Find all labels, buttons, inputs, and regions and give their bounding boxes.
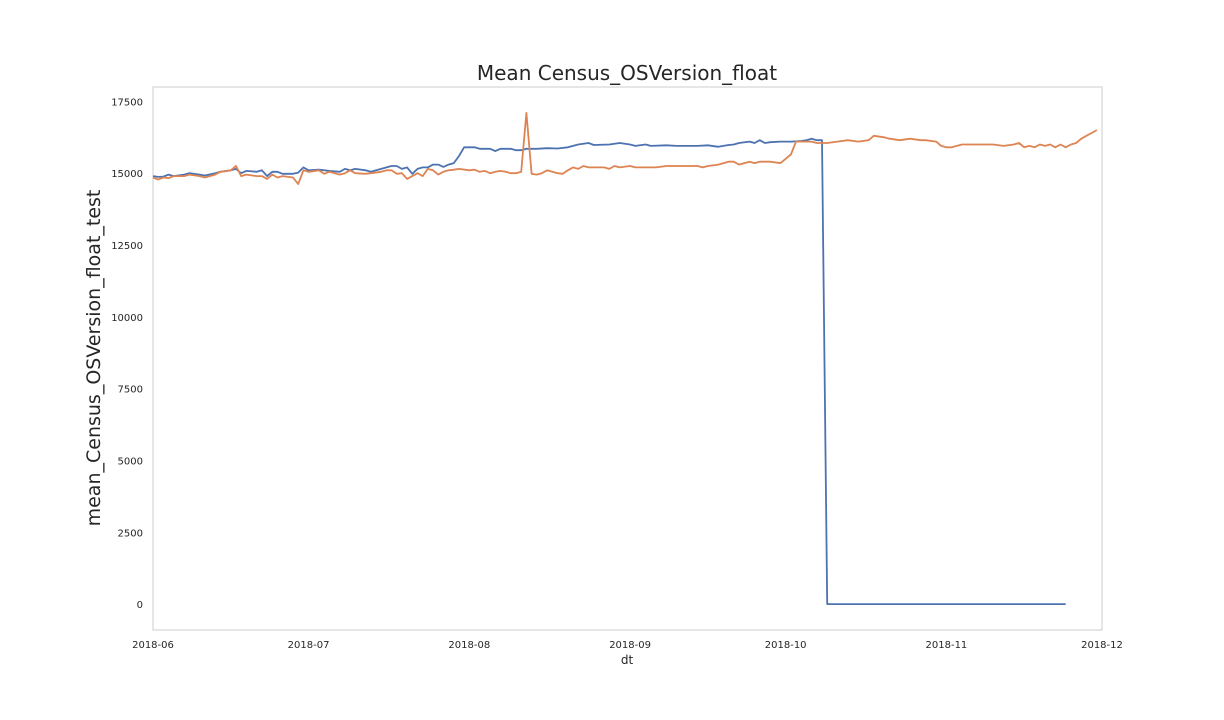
y-tick-label: 10000 (111, 313, 143, 324)
x-tick-label: 2018-06 (132, 640, 174, 651)
series-line-2 (152, 112, 1098, 186)
y-tick-label: 15000 (111, 169, 143, 180)
x-axis: 2018-06 2018-07 2018-08 2018-09 2018-10 2018-… (132, 640, 1123, 651)
series-line-1 (152, 137, 1066, 605)
y-tick-label: 7500 (118, 385, 143, 396)
series-group (152, 112, 1098, 605)
plot-area-frame (152, 86, 1103, 631)
x-axis-label: dt (621, 653, 634, 667)
y-tick-label: 12500 (111, 241, 143, 252)
x-tick-label: 2018-08 (448, 640, 490, 651)
y-tick-label: 17500 (111, 97, 143, 108)
x-tick-label: 2018-10 (765, 640, 807, 651)
x-tick-label: 2018-12 (1081, 640, 1123, 651)
y-tick-label: 2500 (118, 528, 143, 539)
y-tick-label: 0 (137, 600, 143, 611)
y-tick-label: 5000 (118, 456, 143, 467)
y-axis: 0 2500 5000 7500 10000 12500 15000 17500 (111, 97, 143, 611)
y-axis-label: mean_Census_OSVersion_float_test (83, 190, 105, 527)
x-tick-label: 2018-11 (926, 640, 968, 651)
chart-title: Mean Census_OSVersion_float (477, 61, 777, 85)
x-tick-label: 2018-09 (609, 640, 651, 651)
x-tick-label: 2018-07 (288, 640, 330, 651)
